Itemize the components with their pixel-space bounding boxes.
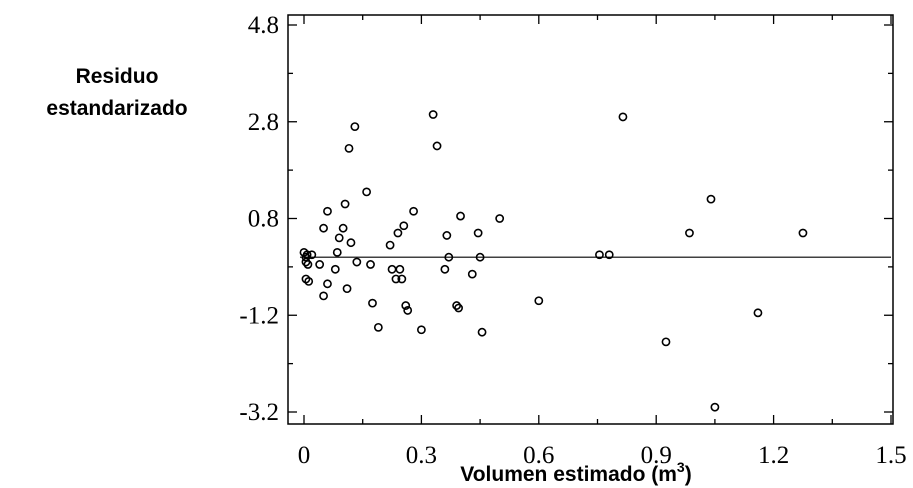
data-point bbox=[385, 240, 395, 250]
data-point bbox=[393, 228, 403, 238]
y-tick-label: 0.8 bbox=[248, 206, 279, 233]
data-points bbox=[299, 110, 808, 412]
data-point bbox=[332, 247, 342, 257]
data-point bbox=[323, 279, 332, 289]
y-axis-title-line: Residuo bbox=[76, 65, 159, 88]
data-point bbox=[338, 223, 348, 233]
data-point bbox=[350, 122, 360, 131]
y-tick-label: 4.8 bbox=[248, 12, 279, 39]
data-point bbox=[595, 250, 604, 260]
x-axis-title-suffix: ) bbox=[685, 463, 692, 486]
data-point bbox=[342, 284, 352, 294]
data-point bbox=[444, 252, 454, 262]
data-point bbox=[334, 233, 344, 243]
data-point bbox=[401, 301, 411, 310]
data-point bbox=[473, 228, 483, 238]
data-point bbox=[362, 187, 372, 197]
data-point bbox=[456, 211, 465, 221]
x-tick-label: 1.5 bbox=[875, 442, 906, 469]
y-tick-label: -1.2 bbox=[239, 302, 279, 329]
data-point bbox=[706, 194, 716, 204]
y-axis-title-line: estandarizado bbox=[46, 97, 187, 120]
data-point bbox=[495, 214, 505, 223]
data-point bbox=[391, 274, 401, 284]
data-point bbox=[352, 257, 362, 267]
data-point bbox=[319, 291, 328, 301]
data-point bbox=[409, 206, 418, 216]
data-point bbox=[534, 296, 544, 306]
data-point bbox=[432, 141, 442, 151]
x-axis-title-superscript: 3 bbox=[677, 459, 685, 475]
data-point bbox=[373, 322, 383, 332]
data-point bbox=[442, 231, 452, 240]
x-tick-label: 0.3 bbox=[406, 442, 437, 469]
data-point bbox=[304, 276, 314, 286]
x-tick-label: 0.6 bbox=[523, 442, 554, 469]
data-point bbox=[387, 264, 397, 274]
data-point bbox=[368, 298, 377, 308]
x-axis-title: Volumen estimado (m3) bbox=[460, 459, 691, 486]
data-point bbox=[440, 264, 450, 274]
data-point bbox=[307, 250, 317, 260]
y-tick-label: -3.2 bbox=[239, 399, 279, 426]
data-point bbox=[323, 206, 332, 216]
data-point bbox=[395, 264, 405, 274]
data-point bbox=[618, 112, 628, 122]
y-axis-title: Residuo estandarizado bbox=[46, 65, 187, 120]
x-tick-label: 0 bbox=[298, 442, 311, 469]
data-point bbox=[475, 252, 485, 262]
data-point bbox=[303, 260, 313, 269]
data-point bbox=[467, 269, 477, 279]
axis-ticks bbox=[288, 15, 893, 424]
plot-area-frame bbox=[287, 14, 894, 425]
data-point bbox=[753, 308, 763, 318]
data-point bbox=[685, 228, 694, 238]
data-point bbox=[346, 238, 356, 248]
data-point bbox=[330, 264, 340, 274]
x-axis-title-text: Volumen estimado (m bbox=[460, 463, 677, 486]
data-point bbox=[302, 250, 312, 260]
data-point bbox=[366, 260, 375, 269]
data-point bbox=[477, 327, 487, 337]
data-point bbox=[661, 337, 671, 347]
data-point bbox=[340, 199, 350, 209]
y-tick-labels: -3.2 -1.2 0.8 2.8 4.8 bbox=[239, 12, 279, 426]
data-point bbox=[397, 274, 407, 284]
x-tick-label: 0.9 bbox=[641, 442, 672, 469]
data-point bbox=[315, 260, 325, 269]
x-tick-labels: 0 0.3 0.6 0.9 1.2 1.5 bbox=[298, 442, 907, 469]
data-point bbox=[403, 306, 413, 315]
data-point bbox=[452, 301, 462, 310]
data-point bbox=[710, 402, 720, 412]
data-point bbox=[604, 250, 614, 260]
data-point bbox=[428, 110, 438, 119]
data-point bbox=[319, 223, 328, 233]
data-point bbox=[454, 303, 463, 313]
data-point bbox=[798, 228, 808, 238]
data-point bbox=[399, 221, 409, 231]
data-point bbox=[344, 143, 354, 153]
data-point bbox=[416, 325, 426, 335]
x-tick-label: 1.2 bbox=[758, 442, 789, 469]
y-tick-label: 2.8 bbox=[248, 109, 279, 136]
